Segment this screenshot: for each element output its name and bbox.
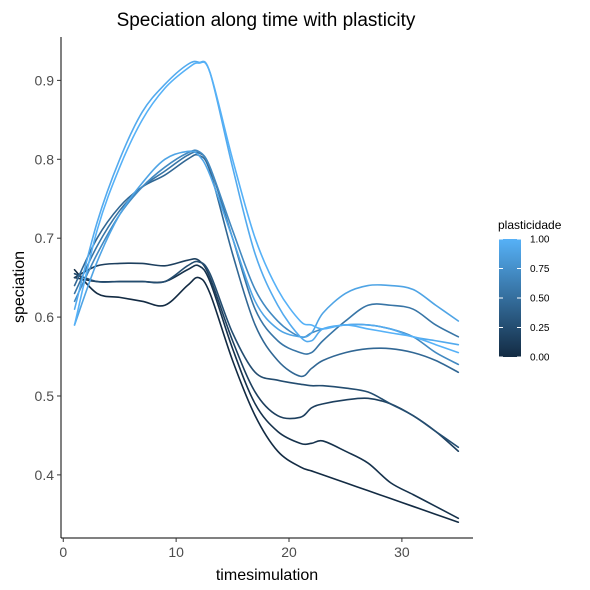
legend-tick-label: 0.75 xyxy=(530,264,550,275)
legend-colorbar xyxy=(499,239,521,357)
y-tick-label: 0.7 xyxy=(35,230,55,246)
y-axis-title: speciation xyxy=(11,251,28,323)
legend-title: plasticidade xyxy=(498,218,562,232)
series-line-plasticity-0.55 xyxy=(73,151,460,355)
series-line-plasticity-1 xyxy=(73,61,460,354)
x-axis-title: timesimulation xyxy=(216,567,318,584)
x-tick-label: 10 xyxy=(168,544,184,560)
legend-tick-label: 1.00 xyxy=(530,235,550,246)
series-line-plasticity-0.95 xyxy=(73,60,460,346)
plot-area: 0 10 20 30 0.4 0.5 0.6 0.7 0.8 0.9 xyxy=(35,37,473,560)
legend-tick-label: 0.00 xyxy=(530,353,550,364)
x-axis-ticks: 0 10 20 30 xyxy=(59,538,410,560)
legend-tick-label: 0.25 xyxy=(530,323,550,334)
series-line-plasticity-0 xyxy=(73,268,460,524)
series-line-plasticity-0.15 xyxy=(73,257,460,453)
y-tick-label: 0.4 xyxy=(35,467,55,483)
legend: plasticidade 0.00 0.25 0.50 0.75 1.00 xyxy=(498,218,562,364)
series-layer xyxy=(73,60,460,524)
legend-ticks: 0.00 0.25 0.50 0.75 1.00 xyxy=(499,235,550,364)
x-tick-label: 0 xyxy=(59,544,67,560)
x-tick-label: 30 xyxy=(394,544,410,560)
legend-tick-label: 0.50 xyxy=(530,294,550,305)
y-tick-label: 0.8 xyxy=(35,151,55,167)
series-line-plasticity-0.25 xyxy=(73,260,460,449)
y-axis-ticks: 0.4 0.5 0.6 0.7 0.8 0.9 xyxy=(35,72,61,483)
chart-title: Speciation along time with plasticity xyxy=(117,10,416,31)
y-tick-label: 0.6 xyxy=(35,309,55,325)
y-tick-label: 0.9 xyxy=(35,72,55,88)
y-tick-label: 0.5 xyxy=(35,388,55,404)
series-line-plasticity-0.05 xyxy=(73,264,460,520)
x-tick-label: 20 xyxy=(281,544,297,560)
series-line-plasticity-0.9 xyxy=(73,150,460,338)
